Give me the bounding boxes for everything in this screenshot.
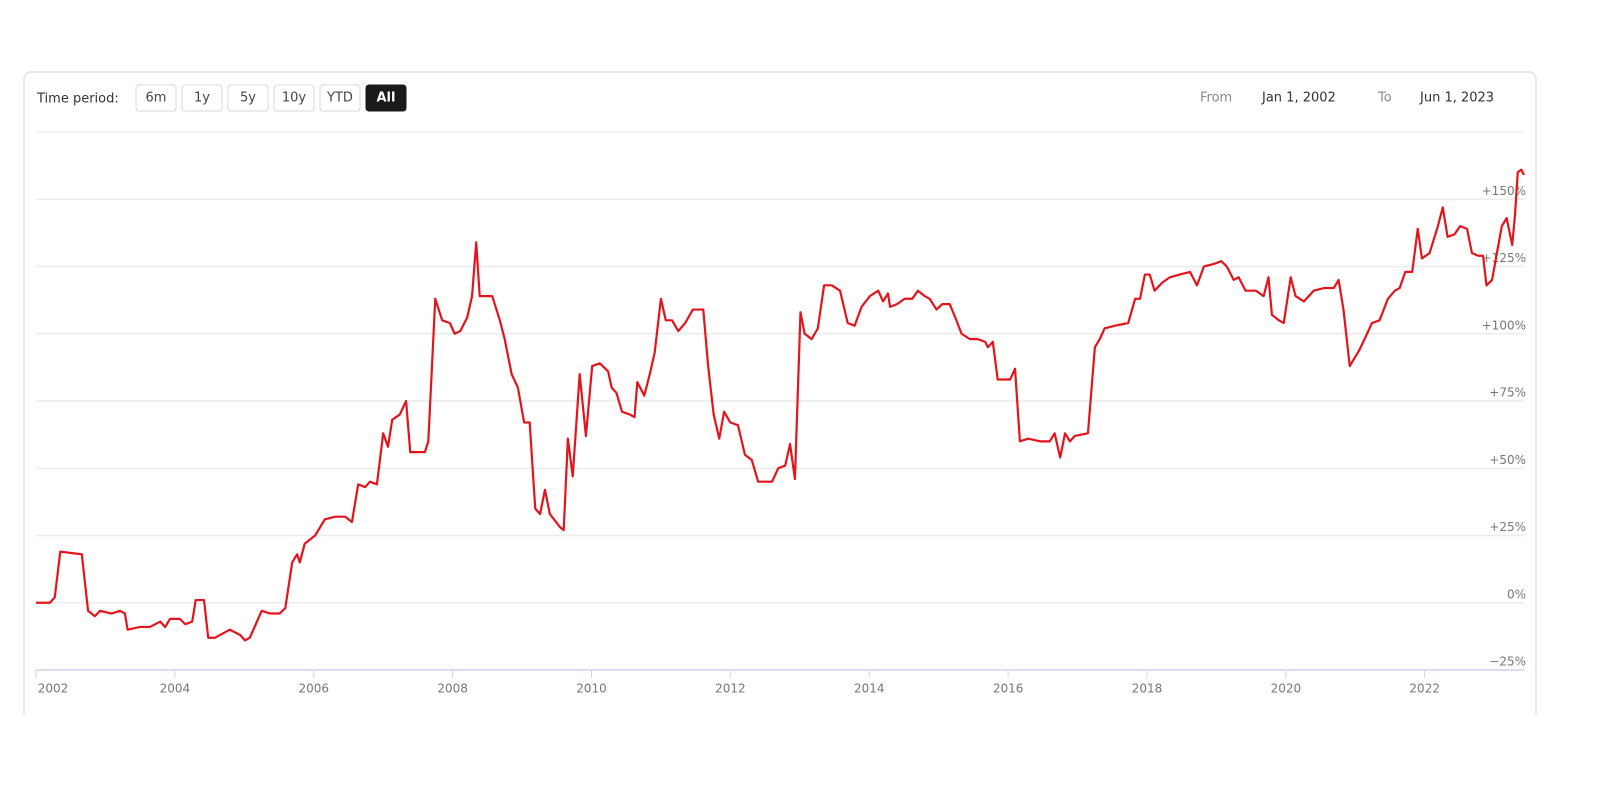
x-tick-label: 2014 xyxy=(854,682,885,696)
x-tick-label: 2006 xyxy=(298,682,329,696)
period-buttons: 6m 1y 5y 10y YTD All xyxy=(135,84,407,112)
y-tick-label: 0% xyxy=(1507,587,1526,601)
time-period-label: Time period: xyxy=(36,92,119,107)
period-button-label[interactable]: 5y xyxy=(240,91,256,106)
x-tick-label: 2020 xyxy=(1271,682,1302,696)
y-tick-label: +150% xyxy=(1482,184,1526,198)
y-tick-label: +50% xyxy=(1489,453,1526,467)
x-tick-label: 2010 xyxy=(576,682,607,696)
data-line xyxy=(36,168,1525,642)
period-button[interactable] xyxy=(135,84,177,112)
plot: −25% 0% +25% +50% +75% +100% +125% +150% 2002 200… xyxy=(35,168,1526,696)
y-tick-label: +125% xyxy=(1482,251,1526,265)
x-tick-label: 2012 xyxy=(715,682,746,696)
from-date[interactable]: Jan 1, 2002 xyxy=(1261,91,1336,106)
x-tick-label: 2018 xyxy=(1132,682,1163,696)
x-tick-label: 2008 xyxy=(437,682,468,696)
period-button[interactable] xyxy=(365,84,407,112)
y-tick-label: +25% xyxy=(1489,520,1526,534)
from-label: From xyxy=(1200,91,1232,106)
to-date[interactable]: Jun 1, 2023 xyxy=(1419,91,1494,106)
y-tick-label: −25% xyxy=(1489,655,1526,669)
period-button-label[interactable]: 10y xyxy=(282,91,307,106)
period-button-label[interactable]: 1y xyxy=(194,91,210,106)
period-button[interactable] xyxy=(273,84,315,112)
period-button[interactable] xyxy=(319,84,361,112)
y-tick-label: +75% xyxy=(1489,386,1526,400)
x-tick-label: 2002 xyxy=(38,682,69,696)
panel-border xyxy=(23,71,1537,715)
x-tick-label: 2016 xyxy=(993,682,1024,696)
to-label: To xyxy=(1377,91,1392,106)
period-button[interactable] xyxy=(181,84,223,112)
y-tick-label: +100% xyxy=(1482,318,1526,332)
x-tick-label: 2022 xyxy=(1409,682,1440,696)
period-button-label[interactable]: 6m xyxy=(146,91,167,106)
x-tick-label: 2004 xyxy=(160,682,191,696)
period-button-label[interactable]: YTD xyxy=(326,91,353,106)
period-button[interactable] xyxy=(227,84,269,112)
period-button-label[interactable]: All xyxy=(377,91,396,106)
